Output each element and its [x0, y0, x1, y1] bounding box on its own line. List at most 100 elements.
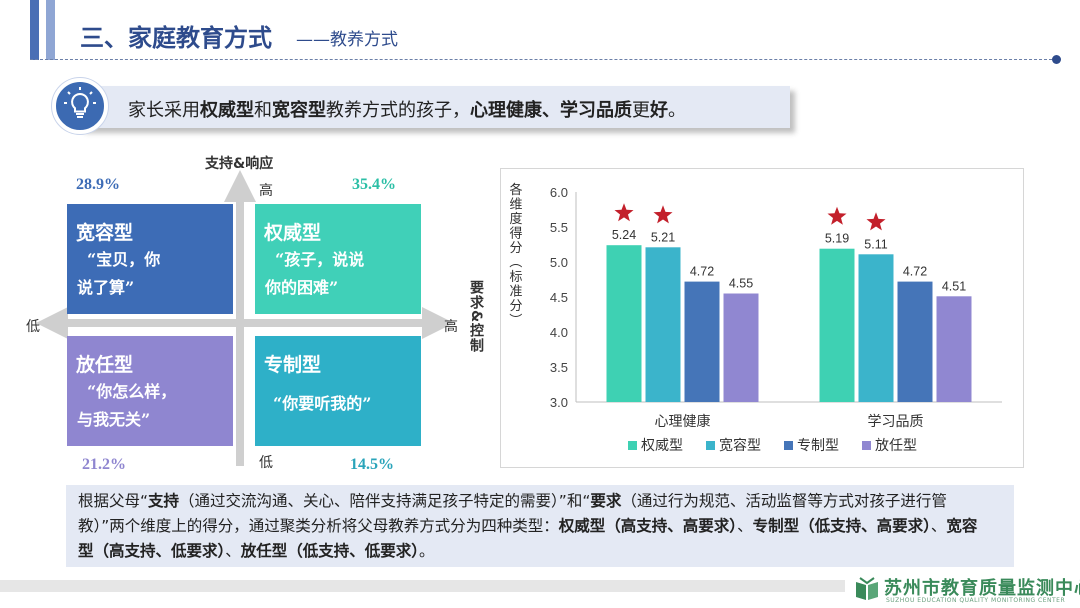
description-segment: 根据父母“ [78, 492, 149, 510]
y-axis-label-char: 准 [509, 285, 522, 300]
y-axis-label-char: 标 [509, 270, 522, 285]
key-message-emphasis: 心理健康、学习品质 [470, 100, 632, 121]
legend-label: 专制型 [797, 438, 839, 454]
description-emphasis: 权威型（高支持、高要求） [558, 517, 738, 535]
header-divider [30, 59, 1057, 60]
data-label: 5.24 [612, 228, 636, 242]
bar [897, 281, 933, 402]
footer-bar [0, 580, 845, 592]
quadrant-percent: 28.9% [76, 176, 120, 193]
significance-star-icon [827, 206, 847, 225]
y-axis-label-char: ） [507, 313, 522, 326]
significance-star-icon [866, 212, 886, 231]
x-tick-label: 心理健康 [655, 413, 711, 430]
description-emphasis: 放任型（低支持、低要求） [240, 542, 420, 560]
quadrant-authoritarian: 专制型 “你要听我的” [255, 336, 421, 446]
y-axis-label-char: 维 [509, 198, 522, 213]
bar [819, 248, 855, 402]
quadrant-quote-line: “宝贝，你 [87, 250, 161, 269]
lightbulb-icon [52, 78, 108, 134]
key-message-part: 更 [632, 100, 650, 121]
x-axis-label: 要求&控制 [468, 280, 484, 354]
quadrant-quote-line: 你的困难” [265, 278, 339, 297]
bar [606, 245, 642, 402]
description-emphasis: 要求 [590, 492, 622, 510]
key-message-emphasis: 好 [650, 100, 668, 121]
description-text: 根据父母“支持（通过交流沟通、关心、陪伴支持满足孩子特定的需要）”和“要求（通过… [78, 489, 978, 564]
y-axis-label-char: 各 [509, 182, 522, 198]
key-message-part: 和 [254, 100, 272, 121]
y-tick-label: 3.5 [550, 360, 568, 375]
key-message-text: 家长采用权威型和宽容型教养方式的孩子，心理健康、学习品质更好。 [128, 96, 686, 122]
legend-swatch [628, 441, 637, 450]
quadrant-quote-line: “孩子，说说 [275, 250, 365, 269]
y-axis-label: 支持&响应 [205, 156, 274, 172]
quadrant-quote-line: “你怎么样， [87, 382, 177, 401]
page-title: 三、家庭教育方式 [80, 24, 272, 52]
y-tick-label: 4.0 [550, 325, 568, 340]
bar [684, 281, 720, 402]
header-accent-bar-light [46, 0, 55, 60]
key-message-part: 家长采用 [128, 100, 200, 121]
legend-label: 宽容型 [719, 437, 761, 454]
y-tick-label: 5.5 [550, 220, 568, 235]
header-accent-bar [30, 0, 39, 60]
data-label: 4.55 [729, 277, 753, 291]
quadrant-authoritative: 权威型 “孩子，说说 你的困难” [255, 204, 421, 314]
quadrant-quote-line: “你要听我的” [273, 394, 372, 413]
quadrant-quote-line: 与我无关” [77, 410, 151, 429]
quadrant-percent: 21.2% [82, 456, 126, 473]
quadrant-title: 宽容型 [76, 222, 134, 244]
legend-label: 权威型 [641, 438, 683, 454]
data-label: 4.51 [942, 279, 966, 293]
data-label: 5.21 [651, 230, 675, 244]
quadrant-title: 专制型 [264, 354, 322, 376]
y-axis-low-label: 低 [259, 455, 273, 471]
quadrant-title: 权威型 [264, 222, 322, 244]
bar [936, 296, 972, 402]
key-message-emphasis: 权威型 [200, 100, 254, 121]
quadrant-neglectful: 放任型 “你怎么样， 与我无关” [67, 336, 233, 446]
y-axis-label-char: 分 [509, 241, 522, 256]
quadrant-percent: 14.5% [350, 456, 394, 473]
description-segment: 。 [419, 542, 435, 560]
significance-star-icon [614, 203, 634, 222]
key-message-part: 教养方式的孩子， [326, 100, 470, 121]
x-axis-high-label: 高 [444, 319, 458, 335]
y-axis-label-char: （ [507, 255, 522, 268]
quadrant-quote-line: 说了算” [77, 278, 135, 297]
y-tick-label: 3.0 [550, 395, 568, 410]
x-tick-label: 学习品质 [868, 414, 924, 430]
page-subtitle: ——教养方式 [296, 30, 398, 50]
description-emphasis: 宽容型（高支持、低要求） [78, 517, 978, 560]
key-message-part: 。 [668, 100, 686, 121]
description-segment: （通过交流沟通、关心、陪伴支持满足孩子特定的需要）”和“ [179, 492, 591, 510]
x-axis-low-label: 低 [26, 319, 40, 335]
legend-swatch [706, 441, 715, 450]
org-name: 苏州市教育质量监测中心 [884, 578, 1080, 599]
y-axis-label-char: 度 [509, 211, 522, 227]
description-emphasis: 支持 [148, 492, 180, 510]
key-message-emphasis: 宽容型 [272, 100, 326, 121]
y-axis-label-char: 得 [509, 226, 522, 242]
quadrant-percent: 35.4% [352, 176, 396, 193]
y-axis-label-char: 分 [509, 299, 522, 314]
legend-swatch [862, 441, 871, 450]
data-label: 4.72 [690, 265, 714, 279]
y-tick-label: 6.0 [550, 185, 568, 200]
description-segment: 、 [225, 542, 241, 560]
description-segment: 、 [930, 517, 947, 535]
y-axis-high-label: 高 [259, 183, 273, 199]
description-emphasis: 专制型（低支持、高要求） [752, 517, 931, 535]
legend-label: 放任型 [875, 438, 917, 454]
org-name-en: SUZHOU EDUCATION QUALITY MONITORING CENT… [886, 597, 1066, 604]
header-divider-dot [1052, 55, 1061, 64]
data-label: 5.11 [864, 237, 887, 251]
description-box [66, 485, 1014, 567]
y-tick-label: 5.0 [550, 255, 568, 270]
description-segment: （通过行为规范、活动监督等方式对孩子进行管教）”两个维度上的得分，通过聚类分析将… [78, 492, 947, 535]
legend-swatch [784, 441, 793, 450]
bar [645, 247, 681, 402]
